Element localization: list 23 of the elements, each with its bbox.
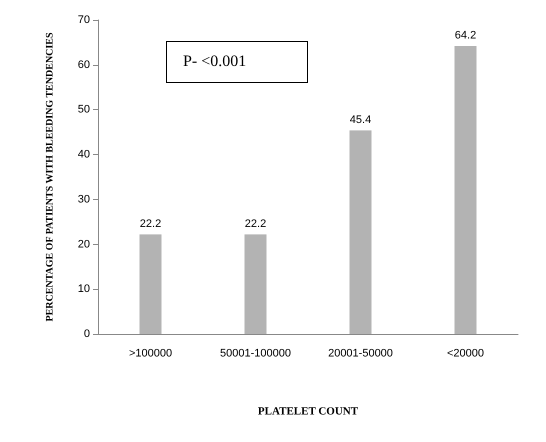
y-tick-label: 10 xyxy=(78,283,90,296)
data-label: 22.2 xyxy=(244,218,266,230)
y-tick-label: 30 xyxy=(78,193,90,206)
text-box: P- <0.001 xyxy=(166,41,308,83)
data-label: 45.4 xyxy=(350,114,372,126)
y-axis-title: PERCENTAGE OF PATIENTS WITH BLEEDING TENDENCIES xyxy=(44,32,56,322)
y-tick-label: 0 xyxy=(84,328,90,340)
y-tick-label: 40 xyxy=(78,148,90,161)
x-axis-title: PLATELET COUNT xyxy=(258,406,359,418)
y-tick-label: 50 xyxy=(78,104,90,116)
data-label: 22.2 xyxy=(140,218,162,230)
y-tick-label: 70 xyxy=(78,14,90,26)
x-tick-label: <20000 xyxy=(446,348,484,360)
data-label: 64.2 xyxy=(454,30,476,42)
bar xyxy=(454,46,476,334)
bar xyxy=(350,130,372,334)
x-tick-label: >100000 xyxy=(128,348,172,360)
x-tick-label: 50001-100000 xyxy=(220,348,291,360)
x-tick-label: 20001-50000 xyxy=(328,348,393,360)
y-tick-label: 20 xyxy=(78,238,90,250)
y-tick-label: 60 xyxy=(78,58,90,71)
bar xyxy=(140,234,162,334)
bar xyxy=(244,234,266,334)
